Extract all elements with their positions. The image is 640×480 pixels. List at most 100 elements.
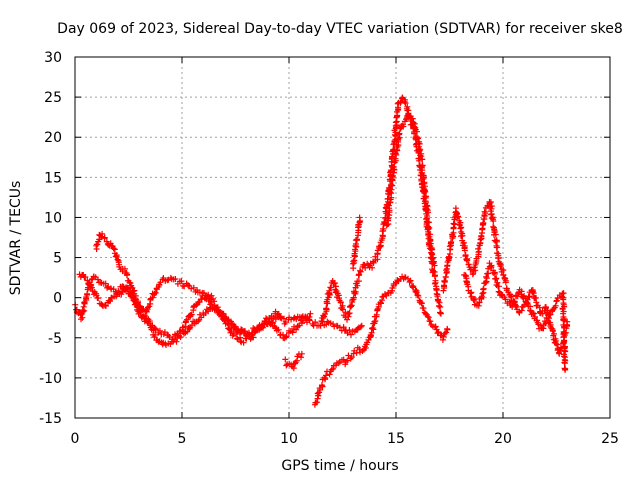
- data-point-track-c-8: [142, 295, 154, 319]
- plot-frame: [74, 56, 611, 419]
- data-point-track-c-9: [149, 281, 163, 301]
- data-point-track-g-9: [422, 198, 434, 245]
- data-point-track-a-end: [358, 322, 365, 329]
- data-point-track-c-18: [225, 317, 239, 332]
- data-point-track-e-8: [345, 352, 355, 362]
- data-point-track-g-10: [426, 236, 437, 267]
- series-track-j: [461, 260, 569, 373]
- y-tick-label-7: 20: [44, 130, 62, 146]
- data-point-track-f-13: [374, 242, 384, 263]
- data-point-track-e-18: [389, 280, 399, 294]
- series-track-c: [93, 230, 284, 339]
- data-point-track-e-14: [371, 303, 382, 325]
- data-point-track-i-end: [564, 318, 571, 325]
- x-tick-label-5: 25: [601, 431, 619, 447]
- y-tick-label-1: -10: [39, 371, 62, 387]
- data-point-track-c-3: [110, 245, 123, 268]
- data-point-track-j-11: [509, 298, 518, 310]
- data-point-track-j-end: [562, 366, 569, 373]
- data-point-track-g-7: [413, 134, 426, 163]
- data-point-track-c-end: [277, 314, 284, 321]
- data-point-track-j-1: [465, 287, 475, 300]
- data-point-track-e-10: [354, 344, 363, 356]
- data-point-track-i-1: [444, 239, 455, 270]
- data-point-track-b-24: [281, 327, 296, 342]
- y-tick-label-3: 0: [53, 291, 62, 307]
- data-point-track-g-0: [383, 182, 395, 229]
- data-point-track-b-end: [307, 310, 314, 317]
- data-point-track-g-3: [397, 121, 407, 132]
- data-point-track-c-1: [97, 230, 110, 245]
- data-point-track-e-4: [328, 362, 337, 373]
- data-point-track-j-14: [521, 292, 531, 307]
- data-point-track-e-2: [319, 372, 329, 383]
- data-point-track-j-15: [525, 303, 535, 318]
- data-point-track-b-9: [152, 326, 167, 338]
- data-point-track-e-end: [444, 326, 451, 333]
- data-point-track-b-26: [299, 313, 313, 327]
- data-point-track-f-27: [433, 287, 444, 316]
- data-point-track-e-7: [342, 357, 351, 368]
- data-point-track-j-22: [554, 292, 565, 302]
- data-point-track-e-19: [393, 277, 402, 286]
- data-point-track-e-11: [359, 343, 368, 354]
- data-layer: [72, 94, 571, 408]
- y-tick-label-4: 5: [53, 251, 62, 267]
- data-point-track-j-7: [491, 269, 502, 290]
- data-point-track-c-13: [183, 280, 197, 292]
- data-point-track-f-12: [369, 253, 379, 271]
- data-point-track-d-3: [294, 351, 304, 361]
- data-point-track-c-2: [104, 240, 116, 250]
- data-point-track-e-13: [367, 320, 378, 340]
- data-point-track-i-0: [440, 262, 451, 294]
- series-track-h: [349, 214, 364, 272]
- data-point-track-d-2: [290, 357, 300, 372]
- data-point-track-i-25: [547, 319, 557, 339]
- data-point-track-j-23: [559, 290, 569, 372]
- data-point-track-c-6: [129, 287, 142, 309]
- data-point-track-f-0: [318, 312, 327, 324]
- data-point-track-f-19: [399, 94, 409, 107]
- data-point-track-h-2: [355, 218, 364, 236]
- data-point-track-e-17: [385, 289, 394, 297]
- x-tick-label-1: 5: [178, 431, 187, 447]
- x-tick-label-4: 20: [494, 431, 512, 447]
- data-point-track-i-13: [495, 255, 507, 275]
- data-point-track-f-end: [437, 310, 444, 317]
- data-point-track-b-11: [170, 328, 184, 343]
- data-point-track-a-4: [97, 279, 109, 287]
- x-tick-label-3: 15: [387, 431, 405, 447]
- data-point-track-a-16: [187, 318, 202, 331]
- data-point-track-b-3: [101, 294, 115, 309]
- data-point-track-i-8: [473, 230, 485, 262]
- series-track-g: [383, 110, 438, 269]
- x-tick-label-2: 10: [280, 431, 298, 447]
- y-tick-label-8: 25: [44, 90, 62, 106]
- series-track-d: [282, 350, 305, 372]
- data-point-track-a-34: [341, 327, 354, 338]
- data-point-track-g-5: [405, 110, 416, 122]
- data-point-track-j-10: [504, 298, 514, 309]
- series-track-b: [76, 271, 314, 346]
- data-point-track-e-16: [380, 291, 390, 300]
- data-point-track-e-9: [350, 347, 360, 357]
- data-point-track-i-7: [470, 258, 480, 277]
- x-axis-title: GPS time / hours: [281, 458, 398, 474]
- axes: 0 5 10 15 20 25 -15 -10 -5 0 5 10 15 20 25 30: [39, 50, 619, 447]
- data-point-track-e-20: [397, 273, 407, 282]
- data-point-track-d-0: [282, 356, 291, 369]
- data-point-track-c-12: [174, 278, 188, 290]
- series-track-e: [311, 273, 451, 408]
- y-tick-label-0: -15: [39, 411, 62, 427]
- data-point-track-i-14: [500, 271, 510, 292]
- data-point-track-a-12: [153, 337, 167, 348]
- data-point-track-e-1: [315, 382, 326, 399]
- series-track-i: [440, 198, 571, 357]
- data-point-track-b-0: [76, 271, 91, 284]
- data-point-track-a-17: [196, 306, 210, 323]
- data-point-track-b-1: [85, 279, 100, 298]
- data-point-track-d-end: [298, 350, 305, 357]
- data-point-track-e-28: [432, 323, 441, 337]
- data-point-track-a-32: [324, 318, 338, 330]
